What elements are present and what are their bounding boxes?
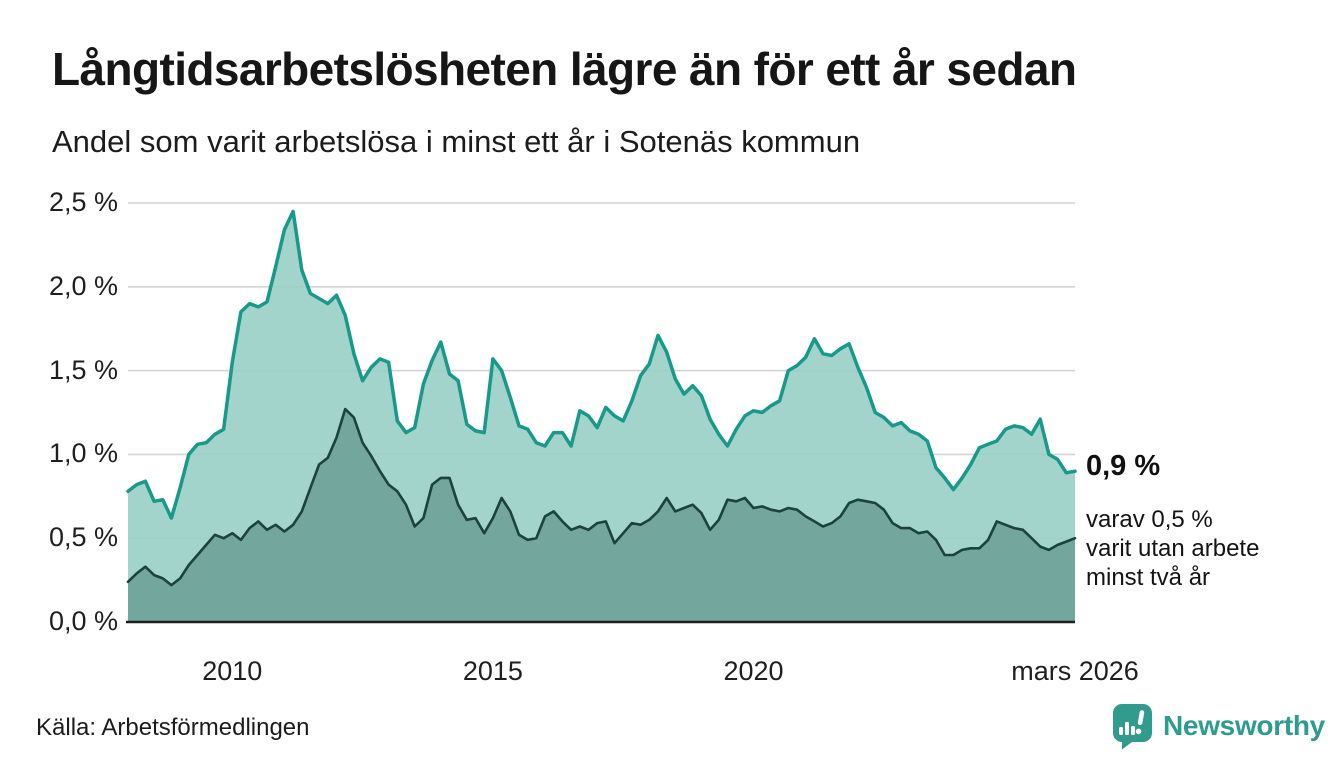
page-title: Långtidsarbetslösheten lägre än för ett …: [52, 43, 1077, 95]
annotation-detail-text: varav 0,5 % varit utan arbete minst två …: [1086, 505, 1259, 592]
annotation-detail-line: minst två år: [1086, 564, 1211, 591]
latest-value-label: 0,9 %: [1086, 450, 1161, 482]
newsworthy-wordmark: Newsworthy: [1163, 710, 1325, 741]
line-unemployed-2yr: [126, 407, 1077, 587]
annotation-detail-line: varav 0,5 %: [1086, 506, 1213, 533]
source-label: Källa: Arbetsförmedlingen: [36, 714, 310, 741]
newsworthy-chart-bubble-icon: [1110, 702, 1154, 750]
area-unemployed-2yr: [128, 409, 1075, 622]
line-unemployed-1yr: [126, 209, 1077, 520]
newsworthy-logo: Newsworthy: [1110, 702, 1325, 750]
annotation-detail-line: varit utan arbete: [1086, 535, 1260, 562]
chart-subtitle: Andel som varit arbetslösa i minst ett å…: [52, 124, 861, 159]
